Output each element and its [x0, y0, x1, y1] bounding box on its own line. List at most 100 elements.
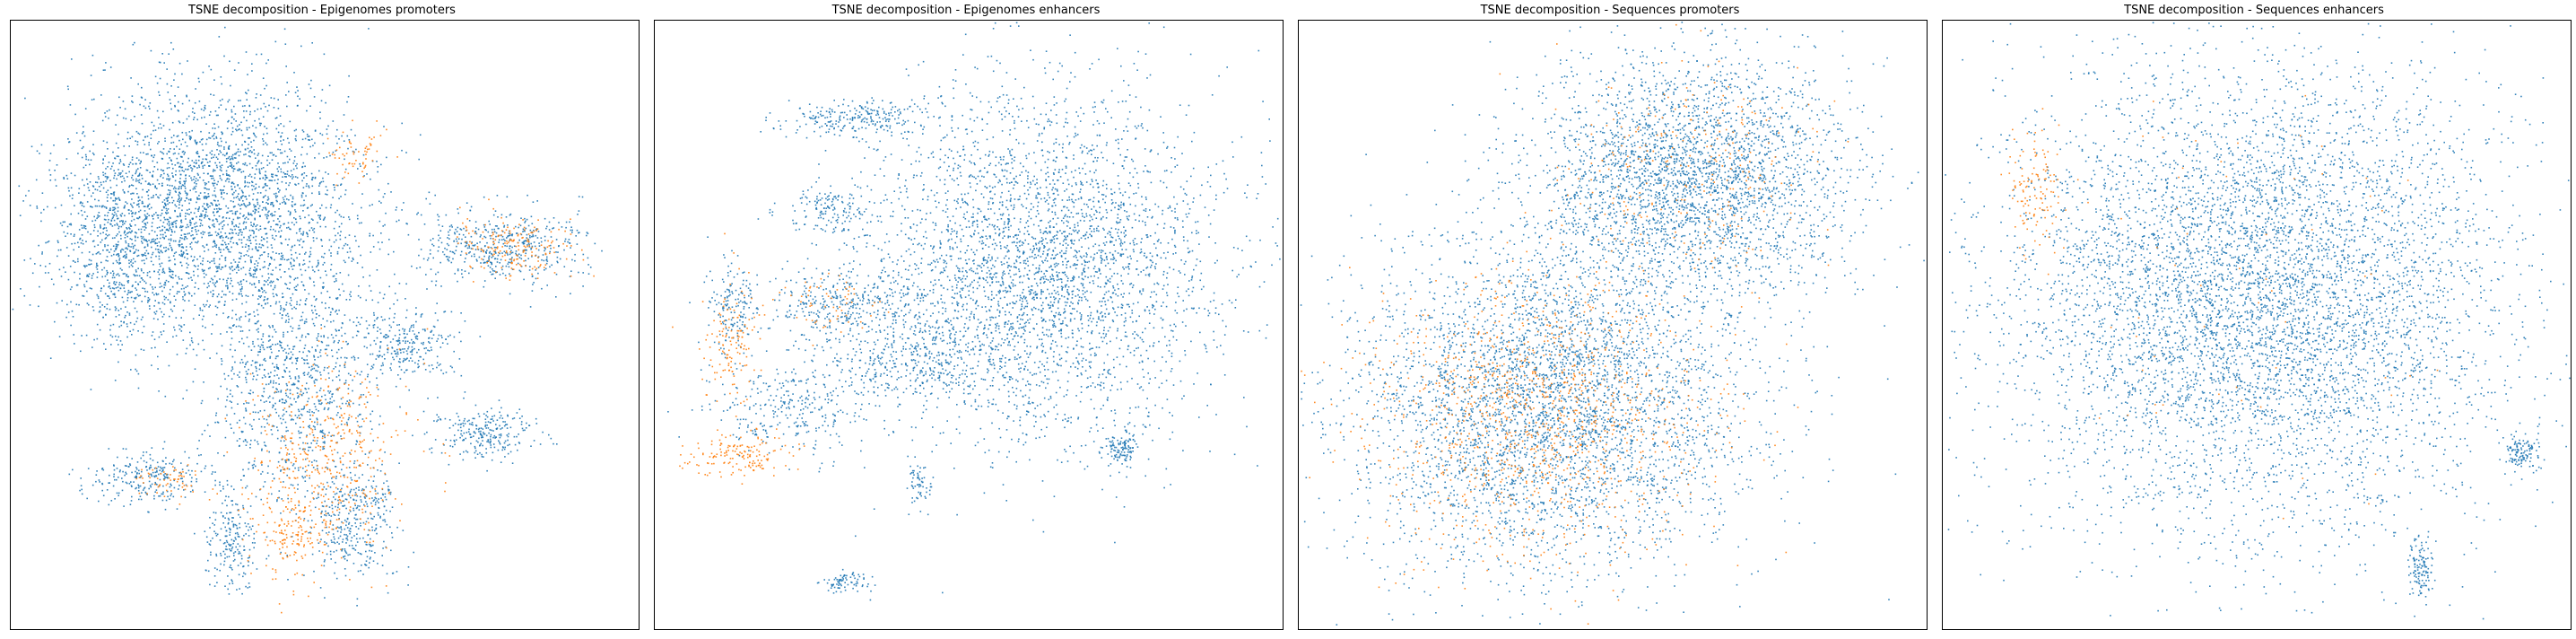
- point: [91, 253, 94, 256]
- point: [294, 376, 297, 378]
- point: [279, 203, 281, 205]
- point: [270, 202, 273, 204]
- point: [140, 160, 142, 162]
- point: [504, 275, 507, 276]
- point: [313, 403, 316, 405]
- point: [269, 263, 272, 265]
- point: [127, 282, 129, 284]
- point: [231, 162, 232, 164]
- point: [369, 235, 370, 237]
- point: [524, 222, 526, 223]
- point: [484, 229, 486, 231]
- point: [100, 232, 101, 235]
- point: [239, 199, 240, 201]
- point: [344, 366, 346, 369]
- point: [233, 372, 235, 375]
- point: [124, 205, 126, 207]
- point: [178, 243, 179, 246]
- point: [118, 198, 120, 201]
- point: [340, 491, 342, 493]
- point: [369, 275, 371, 276]
- point: [231, 337, 233, 339]
- point: [164, 218, 166, 221]
- point: [338, 374, 340, 377]
- point: [248, 144, 249, 145]
- point: [283, 376, 284, 378]
- point: [263, 442, 265, 443]
- point: [260, 162, 263, 164]
- point: [218, 263, 221, 266]
- point: [109, 297, 110, 300]
- point: [209, 267, 211, 269]
- point: [328, 377, 330, 379]
- point: [202, 339, 204, 342]
- point: [180, 253, 183, 255]
- point: [225, 141, 227, 144]
- point: [83, 225, 86, 227]
- point: [523, 278, 525, 281]
- point: [182, 398, 184, 399]
- point: [324, 500, 326, 503]
- point: [160, 169, 162, 171]
- point: [106, 230, 108, 232]
- point: [279, 264, 282, 266]
- point: [416, 213, 418, 215]
- point: [267, 211, 269, 214]
- point: [151, 253, 153, 256]
- point: [239, 362, 241, 364]
- point: [283, 223, 285, 225]
- point: [154, 300, 156, 302]
- point: [575, 235, 577, 237]
- point: [509, 245, 511, 247]
- point: [276, 437, 279, 440]
- point: [158, 302, 161, 304]
- point: [119, 214, 122, 216]
- point: [207, 267, 210, 270]
- point: [102, 158, 104, 160]
- point: [262, 138, 264, 140]
- point: [241, 288, 243, 290]
- point: [465, 258, 466, 259]
- point: [250, 141, 252, 143]
- point: [196, 141, 198, 144]
- point: [82, 179, 83, 181]
- point: [167, 178, 170, 180]
- point: [267, 273, 270, 275]
- point: [335, 389, 338, 390]
- point: [276, 500, 278, 503]
- point: [162, 148, 165, 150]
- point: [122, 223, 124, 226]
- point: [345, 299, 348, 301]
- point: [119, 340, 122, 342]
- point: [280, 341, 283, 344]
- point: [288, 288, 291, 290]
- point: [269, 355, 272, 358]
- point: [258, 280, 260, 282]
- point: [232, 168, 235, 170]
- point: [336, 357, 339, 360]
- point: [332, 276, 335, 277]
- point: [262, 116, 265, 118]
- point: [81, 335, 83, 337]
- point: [203, 246, 205, 249]
- point: [259, 296, 262, 299]
- point: [185, 226, 187, 229]
- point: [536, 237, 539, 239]
- point: [344, 168, 347, 171]
- point: [306, 359, 308, 361]
- point: [294, 415, 297, 416]
- point: [268, 188, 271, 189]
- point: [187, 273, 190, 275]
- point: [483, 255, 485, 258]
- point: [153, 270, 155, 273]
- point: [172, 167, 174, 170]
- point: [114, 207, 117, 210]
- point: [222, 153, 224, 156]
- point: [188, 100, 190, 101]
- point: [292, 196, 294, 198]
- point: [322, 448, 324, 451]
- point: [208, 114, 211, 116]
- point: [145, 217, 148, 220]
- point: [254, 173, 257, 175]
- point: [239, 151, 241, 153]
